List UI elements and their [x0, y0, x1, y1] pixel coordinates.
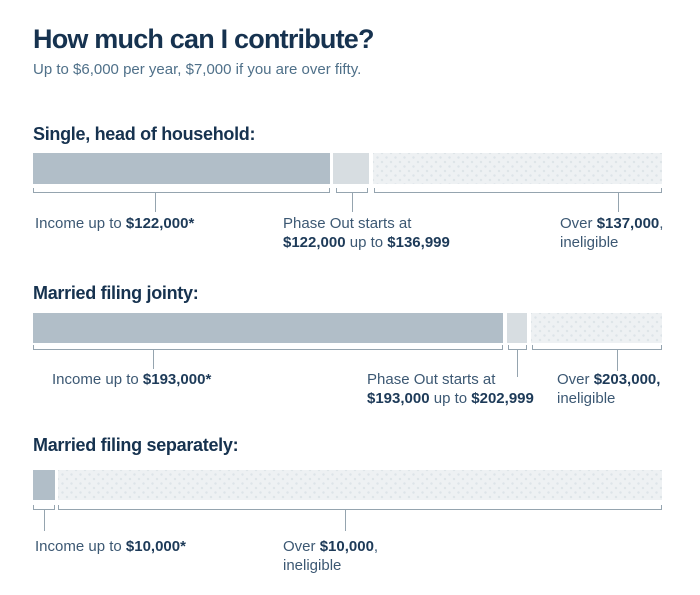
pointer-line	[345, 510, 346, 531]
label-plain-text: Phase Out starts at	[283, 215, 412, 232]
label-plain-text: ineligible	[557, 390, 616, 407]
bar-segment-ineligible	[373, 153, 662, 184]
section-heading: Married filing separately:	[33, 435, 239, 455]
label-plain-text: Income up to	[52, 371, 143, 388]
section-heading: Single, head of household:	[33, 124, 256, 144]
pointer-line	[618, 193, 619, 212]
range-label: Over $10,000, ineligible	[283, 537, 378, 575]
label-value-text: $193,000*	[142, 371, 212, 388]
label-plain-text: up to	[429, 390, 472, 407]
label-plain-text: ,	[659, 215, 664, 232]
label-plain-text: Income up to	[35, 538, 126, 555]
range-bracket	[33, 345, 503, 350]
bar-segment-eligible	[33, 153, 330, 184]
pointer-line	[155, 193, 156, 212]
range-label: Phase Out starts at $193,000 up to $202,9…	[367, 370, 534, 408]
label-value-text: $137,000	[596, 215, 660, 232]
section-heading: Married filing jointy:	[33, 283, 199, 303]
range-bracket	[33, 505, 55, 510]
label-plain-text: Income up to	[35, 215, 126, 232]
range-label: Income up to $122,000*	[35, 214, 194, 233]
range-bracket	[336, 188, 368, 193]
income-range-bar	[33, 470, 662, 500]
label-plain-text: up to	[345, 234, 388, 251]
range-label: Phase Out starts at $122,000 up to $136,9…	[283, 214, 450, 252]
range-label: Over $203,000, ineligible	[557, 370, 660, 408]
pointer-line	[517, 350, 518, 377]
label-value-text: $136,999	[387, 234, 450, 251]
income-range-bar	[33, 313, 662, 343]
label-value-text: $10,000*	[125, 538, 186, 555]
label-value-text: $122,000*	[125, 215, 195, 232]
range-label: Income up to $10,000*	[35, 537, 186, 556]
label-plain-text: ineligible	[283, 557, 342, 574]
label-value-text: $10,000	[319, 538, 374, 555]
pointer-line	[617, 350, 618, 371]
range-label: Income up to $193,000*	[52, 370, 211, 389]
label-plain-text: Over	[560, 215, 597, 232]
bar-segment-eligible	[33, 313, 503, 343]
pointer-line	[44, 510, 45, 531]
label-plain-text: Phase Out starts at	[367, 371, 496, 388]
range-bracket	[532, 345, 662, 350]
label-value-text: $122,000	[283, 234, 346, 251]
income-range-bar	[33, 153, 662, 184]
bar-segment-ineligible	[58, 470, 662, 500]
page-title: How much can I contribute?	[33, 24, 375, 54]
label-value-text: $193,000	[367, 390, 430, 407]
range-label: Over $137,000, ineligible	[560, 214, 663, 252]
page-subtitle: Up to $6,000 per year, $7,000 if you are…	[33, 61, 362, 78]
bar-segment-eligible	[33, 470, 55, 500]
label-plain-text: ,	[373, 538, 379, 555]
range-bracket	[508, 345, 527, 350]
label-value-text: $202,999	[471, 390, 534, 407]
label-value-text: $203,000,	[593, 371, 661, 388]
bar-segment-phaseout	[333, 153, 369, 184]
bar-segment-phaseout	[507, 313, 527, 343]
label-plain-text: Over	[283, 538, 320, 555]
bar-segment-ineligible	[531, 313, 662, 343]
range-bracket	[33, 188, 330, 193]
range-bracket	[374, 188, 662, 193]
label-plain-text: Over	[557, 371, 594, 388]
range-bracket	[58, 505, 662, 510]
label-plain-text: ineligible	[560, 234, 619, 251]
pointer-line	[352, 193, 353, 212]
pointer-line	[153, 350, 154, 369]
